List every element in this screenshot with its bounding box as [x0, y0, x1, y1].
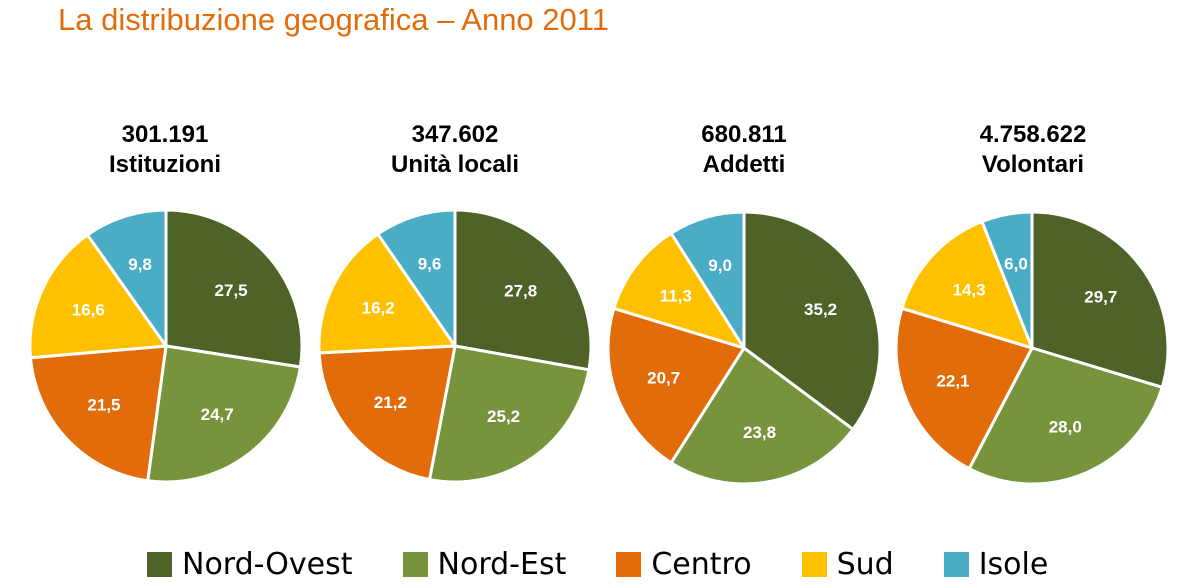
pie-slice-nord-est [428, 344, 591, 484]
chart-subtitle: Addetti [702, 151, 786, 178]
pie-data-label-isole: 9,6 [418, 255, 442, 274]
pie-slice-centro [894, 306, 1034, 471]
pie-data-label-nord-ovest: 27,5 [215, 281, 248, 300]
chart-subtitle: Istituzioni [109, 151, 221, 178]
pie-data-label-nord-est: 23,8 [743, 423, 776, 442]
page-title: La distribuzione geografica – Anno 2011 [58, 2, 609, 37]
chart-subtitle: Unità locali [390, 151, 520, 178]
legend-label: Nord-Ovest [182, 546, 353, 582]
pie-slice-isole [376, 208, 457, 348]
pie-slice-nord-ovest [742, 210, 882, 431]
pie-slice-sud [28, 233, 168, 360]
chart-total: 4.758.622 [979, 121, 1087, 148]
chart-total: 680.811 [701, 121, 787, 148]
legend-label: Nord-Est [437, 546, 567, 582]
pie-data-label-sud: 11,3 [660, 287, 692, 306]
pie-data-label-isole: 6,0 [1004, 254, 1028, 273]
pie-data-label-nord-est: 28,0 [1049, 417, 1082, 436]
legend-swatch [402, 551, 428, 577]
pie-slice-isole [669, 210, 746, 350]
legend-swatch [943, 551, 969, 577]
pie-data-label-nord-ovest: 27,8 [504, 281, 537, 300]
pie-slice-nord-ovest [164, 208, 304, 369]
legend-swatch [147, 551, 172, 577]
pie-slice-nord-est [669, 346, 855, 486]
legend-item-centro: Centro [616, 546, 752, 582]
pie-data-label-centro: 21,2 [374, 393, 407, 412]
chart-subtitle: Volontari [981, 151, 1085, 178]
chart-total: 301.191 [121, 121, 209, 148]
legend-item-nord-est: Nord-Est [402, 546, 567, 582]
pie-slice-isole [980, 210, 1034, 350]
pie-slice-nord-est [967, 346, 1164, 486]
legend-item-isole: Isole [943, 546, 1049, 582]
pie-data-label-isole: 9,0 [708, 256, 732, 275]
legend-label: Isole [978, 546, 1049, 582]
pie-slice-sud [900, 220, 1034, 350]
pie-slice-isole [86, 208, 168, 348]
chart-heading-unita-locali: 347.602 Unità locali [310, 120, 600, 180]
chart-legend: Nord-Ovest Nord-Est Centro Sud Isole [147, 542, 1048, 586]
pie-data-label-nord-est: 24,7 [201, 405, 234, 424]
pie-data-label-nord-est: 25,2 [487, 407, 520, 426]
chart-heading-volontari: 4.758.622 Volontari [888, 120, 1178, 180]
chart-total: 347.602 [411, 121, 499, 148]
pie-slice-nord-est [146, 344, 302, 484]
pie-slice-sud [317, 232, 457, 355]
legend-label: Sud [836, 546, 894, 582]
pie-slice-centro [606, 306, 746, 465]
legend-swatch [801, 551, 827, 577]
legend-swatch [616, 551, 642, 577]
pie-data-label-centro: 20,7 [647, 368, 680, 387]
pie-data-label-nord-ovest: 35,2 [804, 300, 837, 319]
chart-heading-istituzioni: 301.191 Istituzioni [20, 120, 310, 180]
pie-data-label-centro: 21,5 [87, 396, 120, 415]
legend-item-nord-ovest: Nord-Ovest [147, 547, 353, 582]
pie-data-label-nord-ovest: 29,7 [1084, 287, 1117, 306]
legend-item-sud: Sud [801, 546, 894, 582]
pie-data-label-sud: 16,2 [362, 299, 395, 318]
pie-slice-centro [317, 344, 457, 482]
pie-data-label-isole: 9,8 [128, 255, 152, 274]
pie-slice-nord-ovest [453, 208, 593, 372]
pie-slice-centro [29, 344, 168, 483]
pie-slice-sud [612, 231, 746, 350]
legend-label: Centro [651, 546, 752, 582]
pie-slice-nord-ovest [1030, 210, 1170, 389]
pie-data-label-centro: 22,1 [936, 372, 969, 391]
pie-data-label-sud: 16,6 [72, 300, 105, 319]
chart-heading-addetti: 680.811 Addetti [599, 120, 889, 180]
pie-data-label-sud: 14,3 [952, 280, 985, 299]
